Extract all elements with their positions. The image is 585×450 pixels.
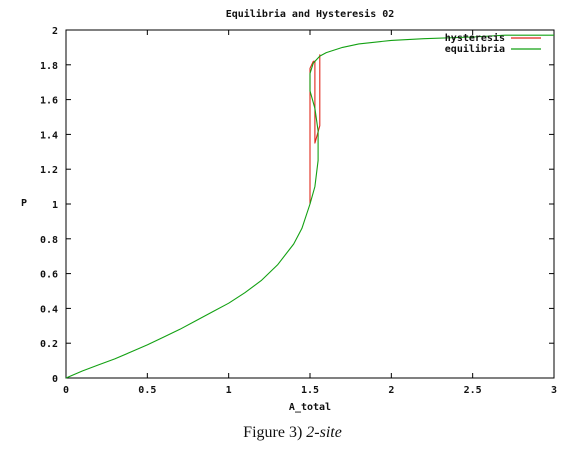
series-line-equilibria bbox=[65, 34, 554, 379]
chart: Equilibria and Hysteresis 02 0 0.5 1 1.5 2 2.… bbox=[21, 8, 557, 413]
y-tick-label: 0.2 bbox=[40, 339, 58, 350]
caption-text: 2-site bbox=[306, 424, 342, 441]
x-axis-label: A_total bbox=[289, 402, 331, 413]
x-tick-label: 1.5 bbox=[301, 385, 319, 396]
caption-label: Figure 3) bbox=[243, 424, 303, 441]
y-tick-label: 1.6 bbox=[40, 96, 58, 107]
x-tick-label: 1 bbox=[226, 385, 232, 396]
y-tick-label: 1.4 bbox=[40, 130, 58, 141]
y-tick-label: 0.4 bbox=[40, 304, 58, 315]
x-tick-label: 3 bbox=[551, 385, 557, 396]
y-axis-ticks: 0 0.2 0.4 0.6 0.8 1 1.2 1.4 1.6 1.8 2 bbox=[40, 26, 554, 385]
series-layer bbox=[65, 34, 554, 379]
x-tick-label: 0 bbox=[63, 385, 69, 396]
y-tick-label: 0.8 bbox=[40, 235, 58, 246]
legend: hysteresis equilibria bbox=[445, 32, 541, 55]
x-tick-label: 2 bbox=[388, 385, 394, 396]
legend-label-hysteresis: hysteresis bbox=[445, 32, 505, 44]
y-tick-label: 2 bbox=[52, 26, 58, 37]
y-tick-label: 1 bbox=[52, 200, 58, 211]
figure-caption: Figure 3) 2-site bbox=[0, 424, 585, 442]
x-tick-label: 2.5 bbox=[464, 385, 482, 396]
y-tick-label: 0 bbox=[52, 374, 58, 385]
x-axis-ticks: 0 0.5 1 1.5 2 2.5 3 bbox=[63, 30, 557, 396]
y-tick-label: 1.8 bbox=[40, 61, 58, 72]
chart-title: Equilibria and Hysteresis 02 bbox=[226, 8, 395, 20]
y-tick-label: 1.2 bbox=[40, 165, 58, 176]
y-tick-label: 0.6 bbox=[40, 270, 58, 281]
y-axis-label: P bbox=[21, 198, 27, 209]
x-tick-label: 0.5 bbox=[138, 385, 156, 396]
legend-label-equilibria: equilibria bbox=[445, 43, 505, 55]
